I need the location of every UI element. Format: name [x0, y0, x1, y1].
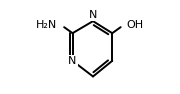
- Text: OH: OH: [127, 20, 144, 30]
- Text: N: N: [68, 56, 77, 66]
- Text: H₂N: H₂N: [36, 20, 57, 30]
- Text: N: N: [89, 10, 97, 20]
